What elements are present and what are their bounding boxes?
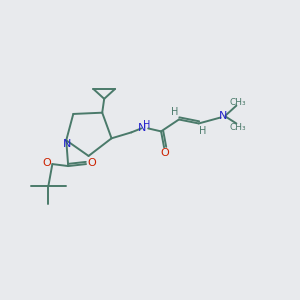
Text: H: H [171,106,178,117]
Text: CH₃: CH₃ [229,98,246,107]
Text: N: N [63,139,71,149]
Text: N: N [219,110,228,121]
Text: N: N [138,123,146,134]
Text: CH₃: CH₃ [229,123,246,132]
Text: O: O [42,158,51,168]
Text: O: O [88,158,96,168]
Text: O: O [161,148,170,158]
Text: H: H [199,126,206,136]
Text: H: H [142,120,150,130]
